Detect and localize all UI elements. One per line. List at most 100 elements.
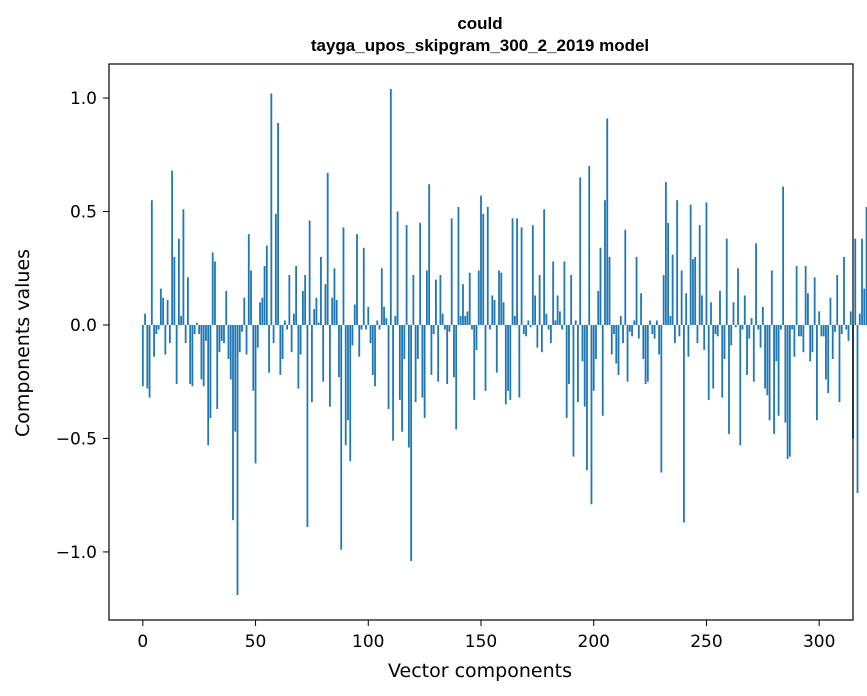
bar [507, 325, 509, 391]
bar [647, 325, 649, 382]
bar [536, 325, 538, 348]
bar [196, 323, 198, 325]
figure-background [0, 0, 867, 696]
bar [624, 230, 626, 325]
bar [805, 266, 807, 325]
bar [178, 239, 180, 325]
bar [541, 325, 543, 352]
bar [421, 325, 423, 398]
bar [658, 325, 660, 355]
bar [383, 307, 385, 325]
bar [683, 325, 685, 522]
bar [228, 325, 230, 359]
bar [331, 298, 333, 325]
bar [597, 291, 599, 325]
bar [164, 325, 166, 355]
bar [859, 314, 861, 325]
bar [365, 325, 367, 330]
bar [582, 325, 584, 361]
bar [509, 325, 511, 400]
bar [426, 271, 428, 325]
bar [631, 325, 633, 336]
bar [629, 325, 631, 332]
bar [183, 209, 185, 325]
bar [798, 325, 800, 336]
bar [410, 325, 412, 561]
bar [435, 280, 437, 325]
bar [478, 271, 480, 325]
bar [717, 325, 719, 336]
bar [766, 325, 768, 395]
bar [807, 293, 809, 325]
bar [633, 320, 635, 325]
bar [503, 302, 505, 325]
bar [155, 325, 157, 334]
bar [784, 325, 786, 423]
bar [455, 325, 457, 429]
bar [216, 325, 218, 409]
x-tick-label: 150 [465, 632, 497, 652]
bar [394, 316, 396, 325]
bar [270, 94, 272, 325]
bar [699, 225, 701, 325]
bar [273, 325, 275, 343]
bar [545, 314, 547, 325]
bar [803, 325, 805, 352]
bar [473, 325, 475, 400]
bar [809, 325, 811, 361]
bar [167, 300, 169, 325]
bar [539, 275, 541, 325]
bar [780, 325, 782, 330]
bar [638, 325, 640, 339]
bar [818, 311, 820, 325]
bar [428, 184, 430, 325]
bar [334, 268, 336, 325]
bar [830, 298, 832, 325]
bar [189, 325, 191, 384]
bar [250, 271, 252, 325]
bar [564, 261, 566, 325]
bar [243, 298, 245, 325]
bar [419, 223, 421, 325]
bar [568, 325, 570, 384]
bar [679, 325, 681, 336]
bar [812, 325, 814, 352]
bar [279, 325, 281, 375]
bar [431, 325, 433, 375]
bar [530, 325, 532, 327]
bar [611, 325, 613, 355]
bar [665, 182, 667, 325]
bar [532, 225, 534, 325]
bar [232, 325, 234, 520]
bar [185, 325, 187, 343]
bar [223, 325, 225, 343]
y-tick-label: 0.5 [70, 203, 97, 223]
bar [219, 325, 221, 352]
bar [406, 225, 408, 325]
bar [854, 239, 856, 325]
bar [773, 325, 775, 434]
bar [843, 257, 845, 325]
bar [505, 325, 507, 404]
bar [793, 325, 795, 357]
bar [255, 325, 257, 463]
bar [153, 325, 155, 357]
bar [730, 325, 732, 345]
bar [304, 275, 306, 325]
bar [192, 325, 194, 386]
bar [313, 309, 315, 325]
bar [850, 311, 852, 325]
bar [446, 325, 448, 384]
bar [602, 325, 604, 416]
bar [241, 325, 243, 332]
bar [791, 325, 793, 330]
bar [259, 302, 261, 325]
bar [778, 325, 780, 416]
bar [412, 275, 414, 325]
x-tick-label: 250 [690, 632, 722, 652]
bar [721, 325, 723, 398]
bar [697, 325, 699, 343]
bar [180, 316, 182, 325]
bar [203, 325, 205, 386]
bar [667, 223, 669, 325]
